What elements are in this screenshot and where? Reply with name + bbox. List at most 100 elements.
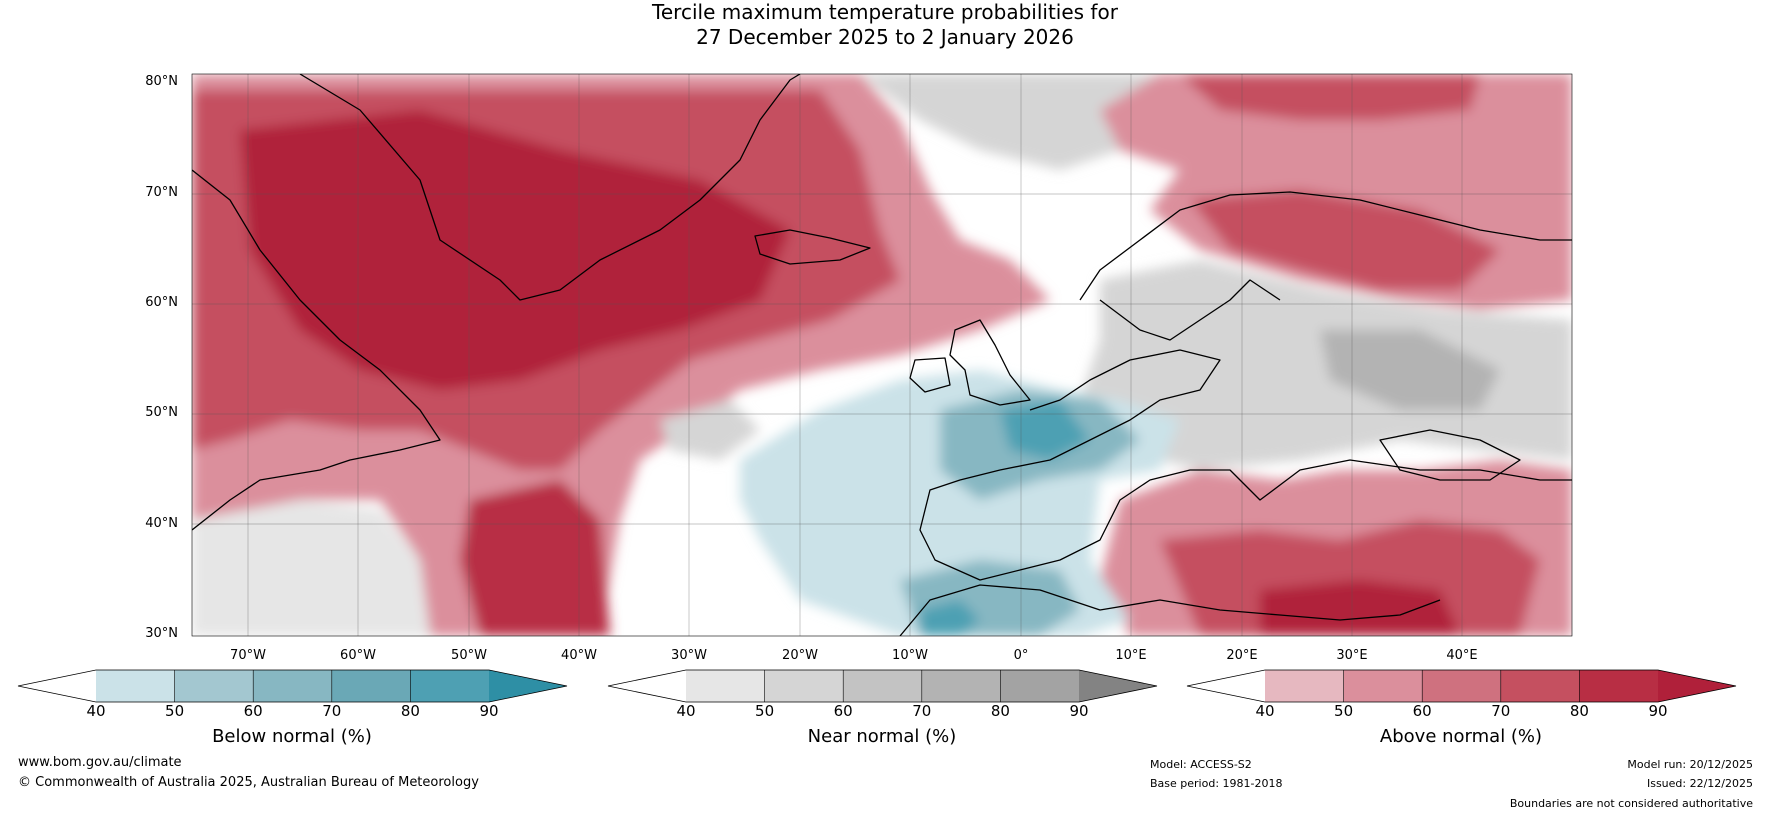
graticule (192, 74, 1572, 636)
lon-label-10w: 10°W (892, 648, 928, 663)
lat-label-60n: 60°N (145, 295, 178, 310)
footer-model: Model: ACCESS-S2 (1150, 758, 1252, 771)
above-normal-peak-south (1260, 580, 1460, 636)
coast-iceland (754, 229, 871, 265)
coastlines (192, 74, 1572, 636)
colorbar-segment (686, 670, 765, 702)
legend-near-tick: 90 (1069, 702, 1089, 720)
colorbar-extension-high (1658, 670, 1736, 702)
legend-above-title: Above normal (%) (1379, 726, 1543, 747)
colorbar-extension-high (489, 670, 567, 702)
legend-above-tick: 60 (1412, 702, 1432, 720)
near-normal-patch-atlantic (660, 400, 760, 460)
legend-below-tick: 60 (243, 702, 263, 720)
chart-title: Tercile maximum temperature probabilitie… (0, 0, 1770, 50)
colorbar-below-normal (17, 669, 568, 703)
colorbar-extension-high (1079, 670, 1157, 702)
footer-issued: Issued: 22/12/2025 (1646, 777, 1753, 790)
coast-black-sea (1379, 429, 1521, 481)
colorbar-segment (1000, 670, 1079, 702)
colorbar-segment (331, 670, 411, 702)
colorbar-segment (1265, 670, 1344, 702)
colorbar-extension-low (608, 670, 686, 702)
colorbar-segment (253, 670, 332, 702)
colorbar-outline (1186, 669, 1737, 703)
footer-website: www.bom.gov.au/climate (18, 755, 182, 770)
coast-europe (919, 349, 1572, 581)
colorbar-segment (1500, 670, 1580, 702)
colorbar-outline (607, 669, 1158, 703)
legend-below-title: Below normal (%) (212, 726, 372, 747)
lon-label-0: 0° (1013, 648, 1029, 663)
lon-label-40w: 40°W (561, 648, 597, 663)
colorbar-extension-low (1187, 670, 1265, 702)
legend-below-tick: 40 (86, 702, 106, 720)
colorbar-outline (17, 669, 568, 703)
near-normal-field-north (860, 74, 1160, 170)
legend-above-tick: 50 (1334, 702, 1354, 720)
colorbar-extension-low (18, 670, 96, 702)
title-line-2: 27 December 2025 to 2 January 2026 (696, 25, 1074, 49)
below-normal-peak (1000, 400, 1090, 460)
above-normal-core-north (1180, 74, 1480, 120)
legend-near-tick: 60 (833, 702, 853, 720)
coast-ireland (909, 357, 951, 393)
lon-label-70w: 70°W (230, 648, 266, 663)
legend-near-tick: 50 (755, 702, 775, 720)
above-normal-peak-atlantic-south (460, 480, 610, 636)
coast-scandinavia (1079, 191, 1572, 301)
colorbar-above-normal (1186, 669, 1737, 703)
colorbar-segment (1343, 670, 1423, 702)
legend-below-tick: 70 (322, 702, 342, 720)
lon-label-20e: 20°E (1226, 648, 1258, 663)
colorbar-segment (410, 670, 489, 702)
colorbar-segment (843, 670, 922, 702)
lat-label-50n: 50°N (145, 405, 178, 420)
near-normal-field-west (192, 500, 430, 636)
legend-colorbars (17, 669, 1737, 703)
footer-model-run: Model run: 20/12/2025 (1627, 758, 1753, 771)
legend-below-tick: 90 (479, 702, 499, 720)
lat-label-40n: 40°N (145, 516, 178, 531)
coast-scandinavia-south (1099, 279, 1281, 341)
title-line-1: Tercile maximum temperature probabilitie… (652, 0, 1118, 24)
coast-britain (949, 319, 1031, 406)
footer-disclaimer: Boundaries are not considered authoritat… (1509, 797, 1753, 810)
lon-label-60w: 60°W (340, 648, 376, 663)
legend-above-tick: 80 (1569, 702, 1589, 720)
lat-label-70n: 70°N (145, 185, 178, 200)
lat-label-30n: 30°N (145, 626, 178, 641)
colorbar-near-normal (607, 669, 1158, 703)
colorbar-segment (174, 670, 254, 702)
map-field (192, 74, 1572, 636)
below-normal-peak-africa (920, 600, 980, 636)
map-frame (191, 73, 1573, 637)
colorbar-segment (921, 670, 1001, 702)
legend-above-tick: 40 (1255, 702, 1275, 720)
colorbar-segment (1579, 670, 1658, 702)
coast-canada (192, 169, 441, 531)
probability-map (191, 73, 1573, 637)
legend-below-tick: 50 (165, 702, 185, 720)
footer-copyright: © Commonwealth of Australia 2025, Austra… (18, 775, 479, 790)
footer-base-period: Base period: 1981-2018 (1150, 777, 1283, 790)
legend-below-tick: 80 (400, 702, 420, 720)
legend-near-title: Near normal (%) (807, 726, 957, 747)
legend-above-tick: 70 (1491, 702, 1511, 720)
coast-greenland (299, 74, 801, 301)
lon-label-10e: 10°E (1115, 648, 1147, 663)
near-normal-field-east (1080, 260, 1572, 470)
lat-label-80n: 80°N (145, 74, 178, 89)
legend-near-tick: 70 (912, 702, 932, 720)
lon-label-30w: 30°W (671, 648, 707, 663)
colorbar-segment (96, 670, 175, 702)
above-normal-peak-atlantic (240, 110, 790, 390)
legend-near-tick: 80 (990, 702, 1010, 720)
colorbar-segment (764, 670, 844, 702)
near-normal-core-east (1320, 330, 1500, 410)
legend-above-tick: 90 (1648, 702, 1668, 720)
coast-africa (899, 584, 1441, 636)
colorbar-segment (1422, 670, 1501, 702)
lon-label-20w: 20°W (782, 648, 818, 663)
legend-near-tick: 40 (676, 702, 696, 720)
